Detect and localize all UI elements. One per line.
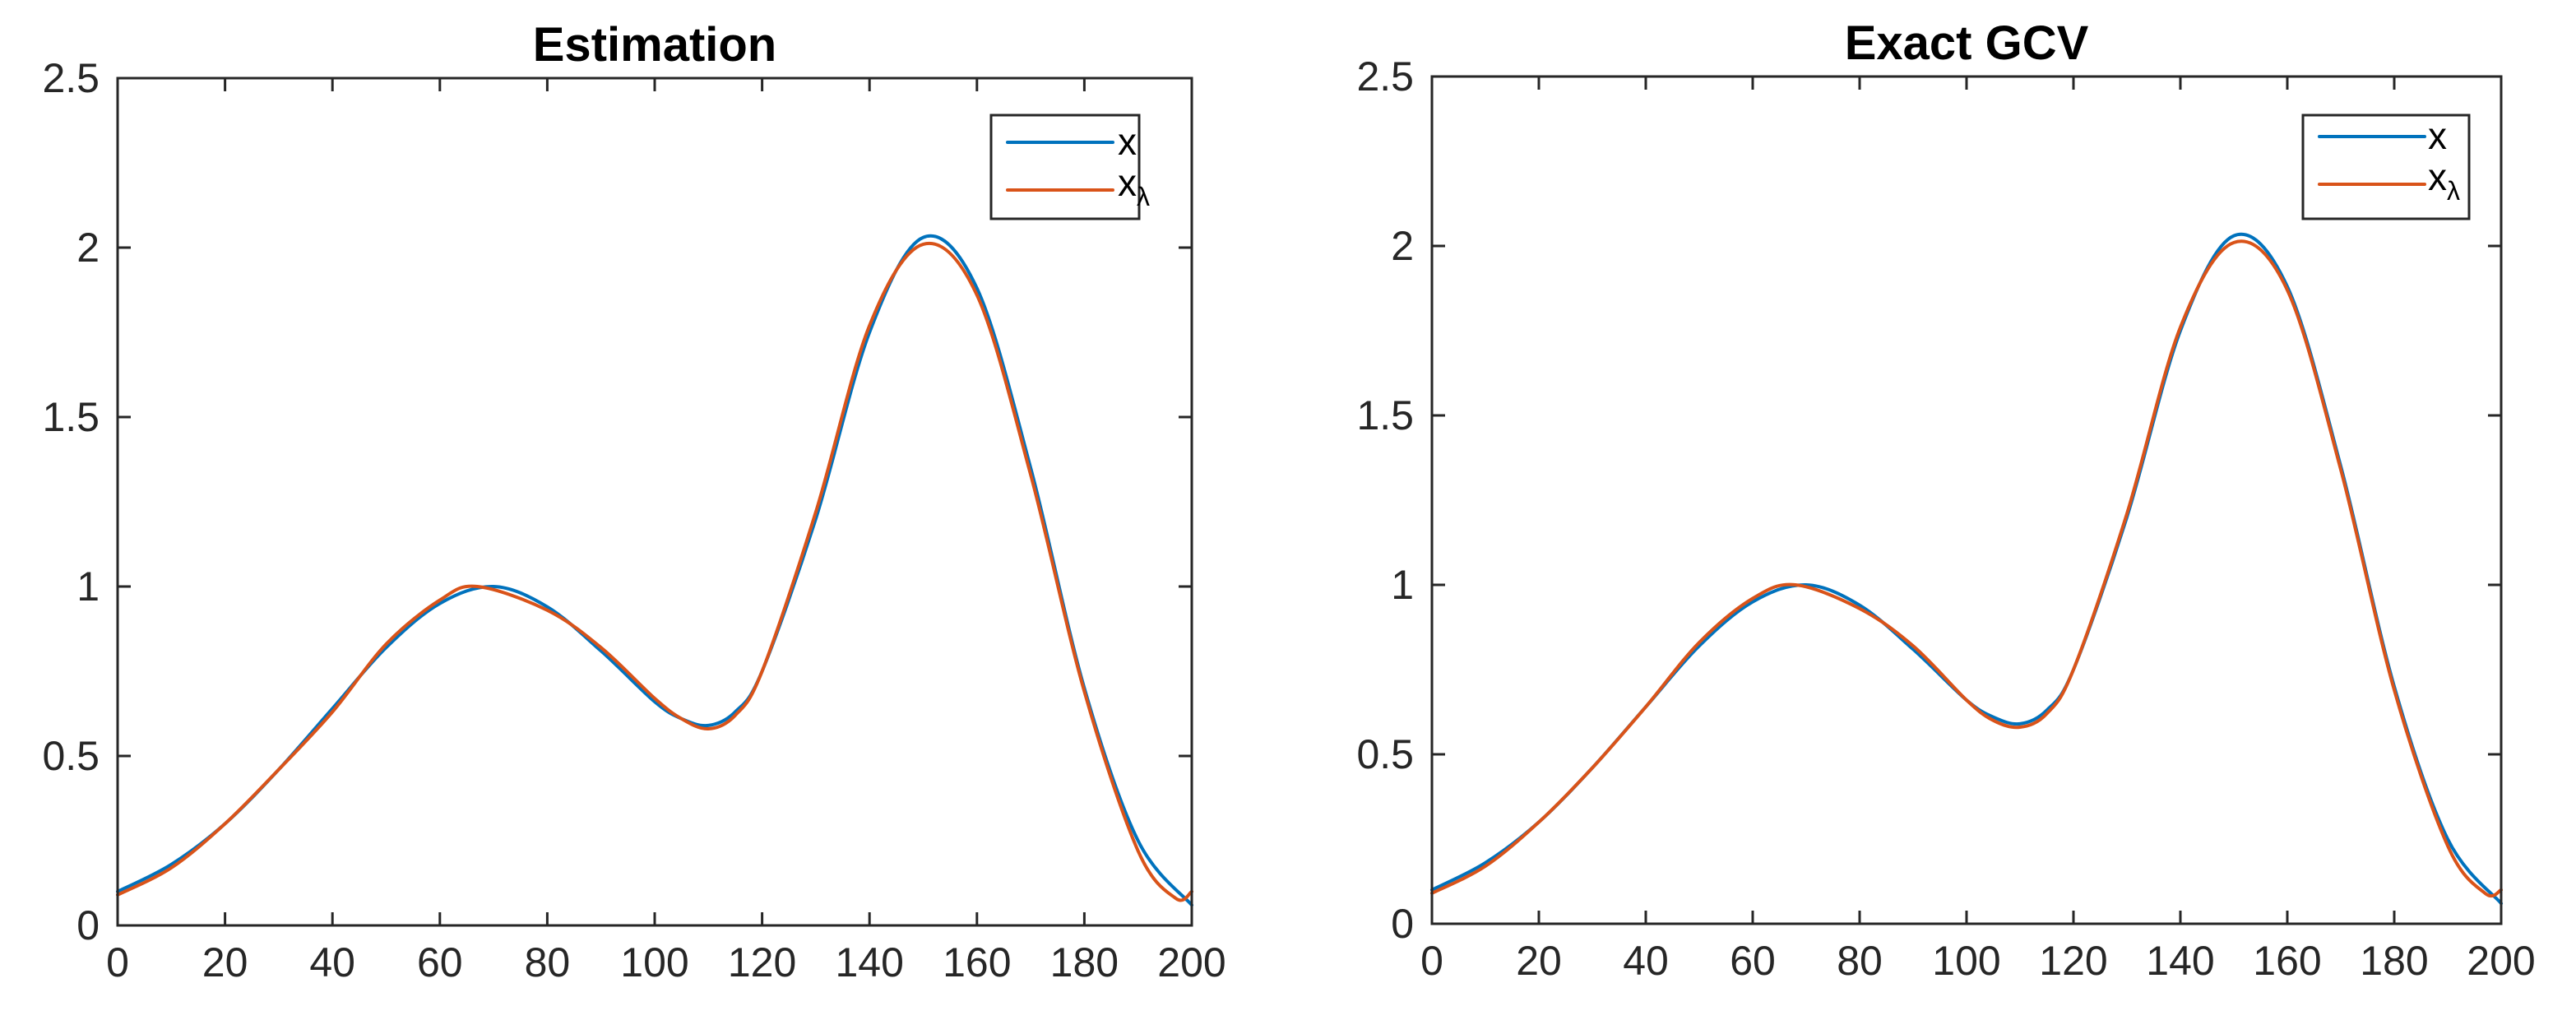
x-tick-label: 180 xyxy=(1050,939,1119,985)
legend-box xyxy=(2301,114,2471,220)
y-tick-label: 1 xyxy=(1391,562,1414,608)
y-tick-label: 2.5 xyxy=(1356,53,1414,100)
x-tick-label: 200 xyxy=(1157,939,1225,985)
y-tick-label: 0.5 xyxy=(42,733,100,779)
chart-title: Exact GCV xyxy=(1845,16,2089,70)
series-line-xlambda xyxy=(116,241,1193,902)
y-tick-label: 1.5 xyxy=(42,394,100,440)
legend-label-subscript: λ xyxy=(1137,182,1150,211)
x-tick-label: 60 xyxy=(1730,938,1776,984)
x-tick-label: 160 xyxy=(943,939,1011,985)
y-tick-label: 0.5 xyxy=(1356,731,1414,777)
legend: x xλ xyxy=(989,114,1150,220)
x-tick-label: 20 xyxy=(202,939,248,985)
axis-ticks: 0 20 40 60 80 100 120 140 160 180 200 0 0.5 1 1.5 2 2.5 xyxy=(1356,53,2535,984)
x-tick-label: 200 xyxy=(2467,938,2535,984)
y-tick-label: 0 xyxy=(76,902,100,948)
axes-frame xyxy=(1430,75,2503,925)
x-tick-label: 0 xyxy=(106,939,129,985)
x-tick-label: 100 xyxy=(1932,938,2000,984)
x-tick-label: 80 xyxy=(525,939,571,985)
legend-label-main: x xyxy=(2428,155,2447,198)
y-tick-label: 2 xyxy=(76,225,100,271)
legend-label-main: x xyxy=(1118,161,1137,204)
y-tick-label: 1.5 xyxy=(1356,392,1414,438)
y-tick-label: 2 xyxy=(1391,223,1414,269)
x-tick-label: 120 xyxy=(2039,938,2107,984)
series-line-x xyxy=(1430,232,2503,906)
legend-box xyxy=(989,114,1141,220)
x-tick-label: 40 xyxy=(1623,938,1669,984)
legend-label-x: x xyxy=(2428,114,2447,157)
chart-panel-exact-gcv: Exact GCV 0 20 40 60 80 100 120 140 160 180 200 0 0.… xyxy=(1356,16,2535,984)
x-tick-label: 180 xyxy=(2360,938,2428,984)
y-tick-label: 0 xyxy=(1391,901,1414,947)
y-tick-label: 1 xyxy=(76,563,100,610)
x-tick-label: 140 xyxy=(835,939,903,985)
x-tick-label: 160 xyxy=(2253,938,2321,984)
axes-frame xyxy=(116,77,1193,927)
axis-ticks: 0 20 40 60 80 100 120 140 160 180 200 0 0.5 1 1.5 2 2.5 xyxy=(42,55,1225,985)
series-line-x xyxy=(116,234,1193,907)
chart-panel-estimation: Estimation 0 20 40 60 80 100 120 140 160 180 20000… xyxy=(42,18,1225,985)
legend-label-xlambda: xλ xyxy=(2428,155,2460,206)
legend: x xλ xyxy=(2301,114,2471,220)
x-tick-label: 120 xyxy=(728,939,796,985)
x-tick-label: 60 xyxy=(417,939,463,985)
x-tick-label: 40 xyxy=(309,939,355,985)
series-line-xlambda xyxy=(1430,239,2503,898)
x-tick-label: 20 xyxy=(1516,938,1562,984)
x-tick-label: 80 xyxy=(1837,938,1883,984)
legend-label-xlambda: xλ xyxy=(1118,161,1150,211)
legend-label-x: x xyxy=(1118,120,1137,163)
x-tick-label: 140 xyxy=(2146,938,2214,984)
legend-label-subscript: λ xyxy=(2447,176,2460,206)
x-tick-label: 0 xyxy=(1420,938,1443,984)
plot-lines xyxy=(116,234,1193,907)
chart-title: Estimation xyxy=(533,18,777,72)
y-tick-label: 2.5 xyxy=(42,55,100,101)
x-tick-label: 100 xyxy=(620,939,688,985)
plot-lines xyxy=(1430,232,2503,906)
